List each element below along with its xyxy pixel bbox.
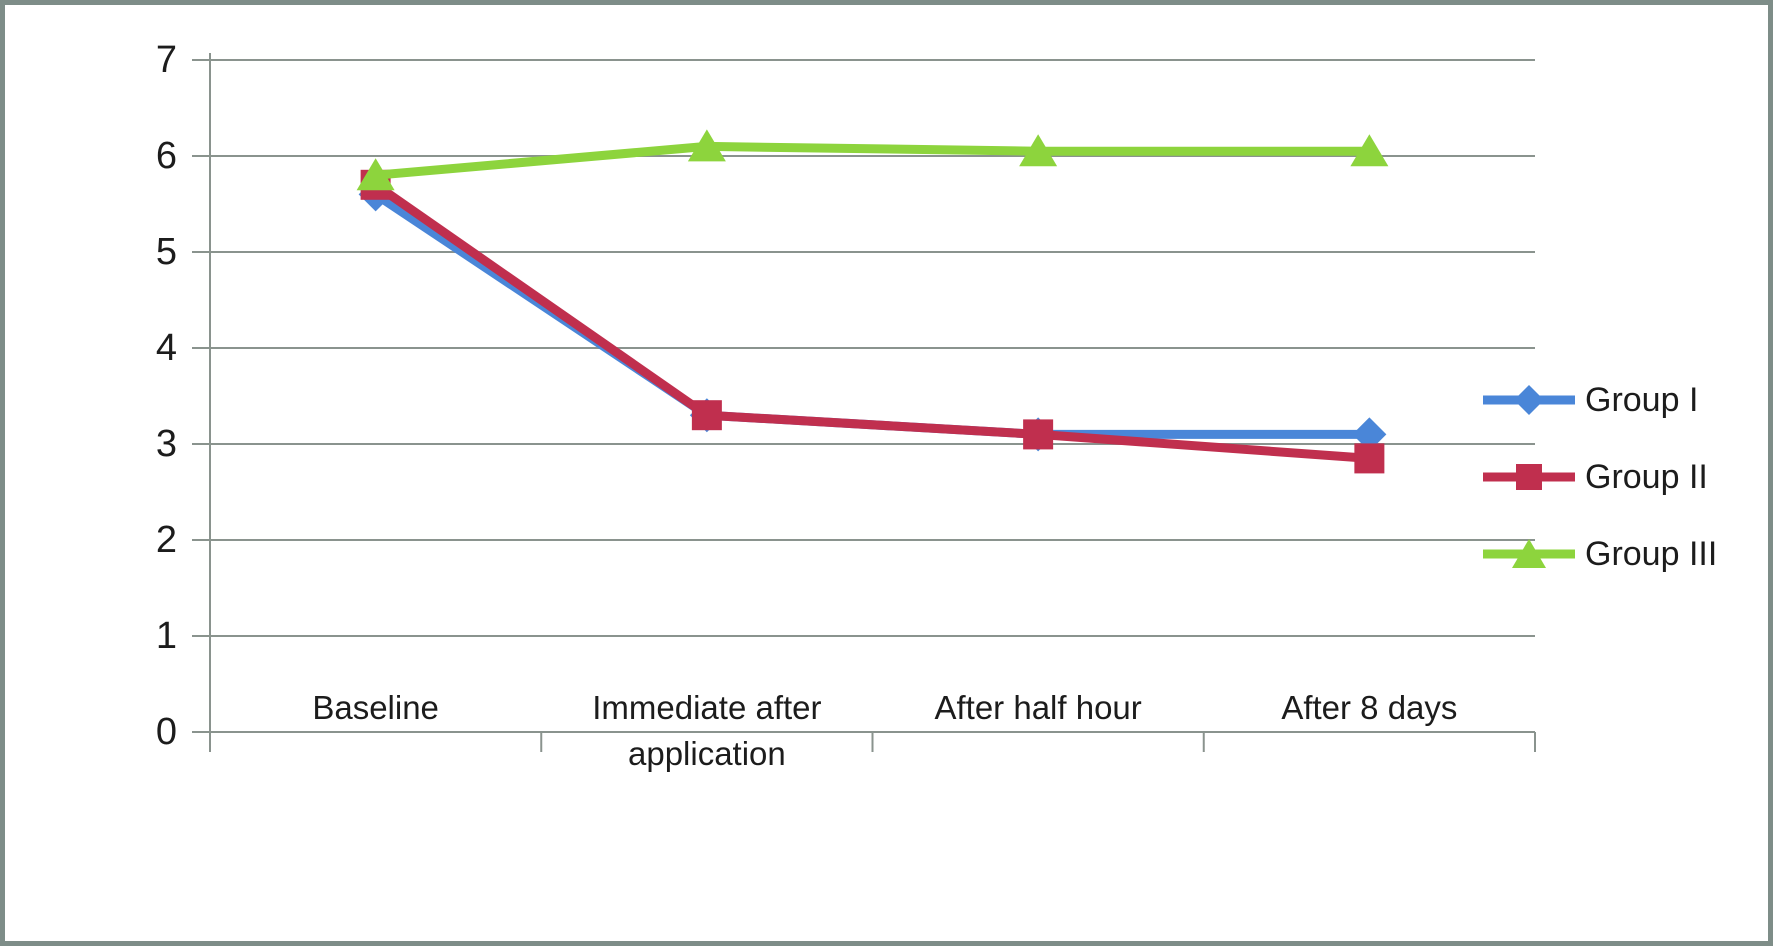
triangle-marker-icon [1483, 539, 1575, 568]
square-marker [1354, 443, 1385, 474]
legend-item-group-ii: Group II [1483, 451, 1717, 503]
legend-item-group-i: Group I [1483, 374, 1717, 426]
x-category-label: Immediate after application [592, 689, 822, 773]
legend-label-group-ii: Group II [1585, 457, 1708, 496]
legend-label-group-i: Group I [1585, 380, 1699, 419]
legend-item-group-iii: Group III [1483, 528, 1717, 580]
y-tick-label: 5 [155, 231, 177, 273]
y-tick-label: 0 [155, 711, 177, 753]
y-tick-label: 3 [155, 423, 177, 465]
x-category-label: Baseline [312, 689, 439, 726]
series-line-group-ii [371, 180, 1374, 463]
x-category-label: After 8 days [1281, 689, 1458, 726]
triangle-marker [1350, 134, 1389, 167]
y-tick-label: 7 [155, 39, 177, 81]
diamond-marker-icon [1483, 385, 1575, 415]
legend: Group I Group II Group III [1483, 374, 1717, 605]
legend-label-group-iii: Group III [1585, 534, 1718, 573]
square-marker [1023, 419, 1054, 450]
diamond-marker [1352, 417, 1387, 452]
y-tick-label: 2 [155, 519, 177, 561]
square-marker [691, 400, 722, 431]
series-line-group-iii [371, 141, 1374, 180]
square-marker-icon [1483, 464, 1575, 490]
y-tick-label: 1 [155, 615, 177, 657]
triangle-marker [687, 129, 726, 162]
y-tick-label: 6 [155, 135, 177, 177]
x-category-label: After half hour [934, 689, 1142, 726]
triangle-marker [356, 158, 395, 191]
plot-area [192, 53, 1536, 752]
triangle-marker [1019, 134, 1058, 167]
y-tick-label: 4 [155, 327, 177, 369]
series-line-group-i [371, 189, 1374, 439]
